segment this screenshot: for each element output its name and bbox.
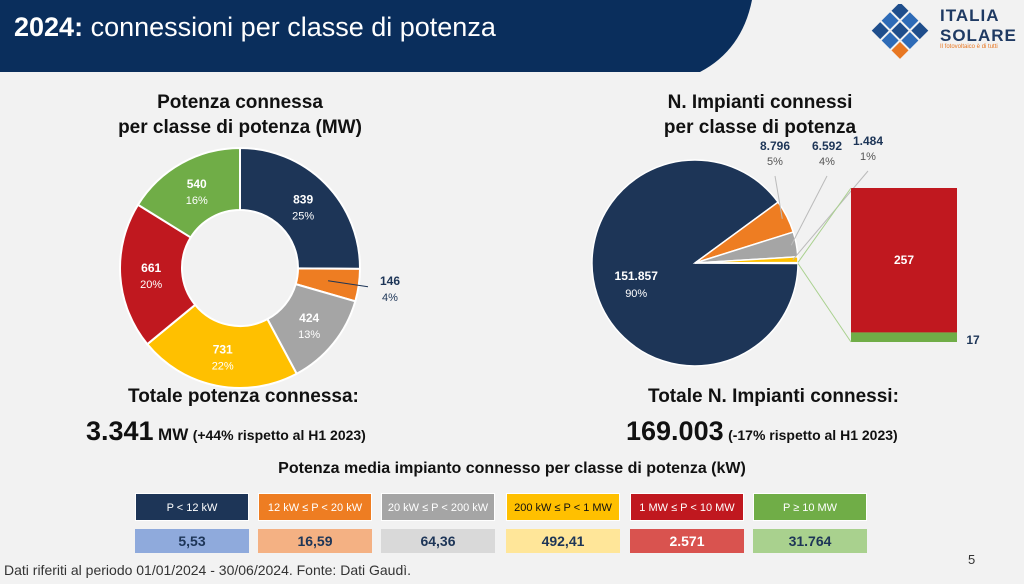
pie-percent-label-p-12-kw: 90% xyxy=(625,288,647,300)
donut-slice-p-10-mw xyxy=(136,146,241,239)
left-total-unit: MW xyxy=(158,425,189,444)
breakout-bar-p-10-mw xyxy=(851,332,957,342)
pie-value-label-p-12-kw: 151.857 xyxy=(615,269,659,283)
donut-value-label-20-kw-p-200-kw: 424 xyxy=(299,311,319,325)
logo-wordmark: ITALIA SOLARE xyxy=(940,6,1017,46)
italia-solare-logo xyxy=(871,4,929,59)
right-title-line2: per classe di potenza xyxy=(663,117,857,138)
avg-value-12-20kw: 16,59 xyxy=(258,529,372,553)
donut-slice-200-kw-p-1-mw xyxy=(145,303,299,389)
avg-value-p-lt-12kw: 5,53 xyxy=(135,529,249,553)
avg-value-p-ge-10mw: 31.764 xyxy=(753,529,867,553)
class-label-p-ge-10mw: P ≥ 10 MW xyxy=(753,493,867,521)
class-label-1-10mw: 1 MW ≤ P < 10 MW xyxy=(630,493,744,521)
right-total: 169.003 (-17% rispetto al H1 2023) xyxy=(626,416,898,447)
right-total-label: Totale N. Impianti connessi: xyxy=(648,386,899,407)
breakout-value-label-p-10-mw: 17 xyxy=(966,333,980,347)
avg-value-1-10mw: 2.571 xyxy=(630,529,744,553)
page-number: 5 xyxy=(968,552,976,567)
donut-percent-label-p-12-kw: 25% xyxy=(292,210,314,222)
header-background xyxy=(0,0,752,72)
logo-tagline: Il fotovoltaico è di tutti xyxy=(940,44,998,50)
left-title-line2: per classe di potenza (MW) xyxy=(118,117,362,138)
pie-percent-label-12-kw-p-20-kw: 5% xyxy=(767,156,783,168)
breakout-connector-bottom xyxy=(797,263,852,343)
charts-canvas: 839 25% 146 4% 424 13% 731 22% 661 20% 540 16% 151.8… xyxy=(119,134,980,389)
class-label-20-200kw: 20 kW ≤ P < 200 kW xyxy=(381,493,495,521)
donut-value-label-p-10-mw: 540 xyxy=(187,177,207,191)
pie-value-label-20-kw-p-200-kw: 6.592 xyxy=(812,139,842,153)
header-bar: 2024: connessioni per classe di potenza xyxy=(0,0,1024,78)
left-chart-title: Potenza connessa per classe di potenza (… xyxy=(90,90,390,140)
donut-percent-label-200-kw-p-1-mw: 22% xyxy=(212,360,234,372)
avg-value-20-200kw: 64,36 xyxy=(381,529,495,553)
page-title: 2024: connessioni per classe di potenza xyxy=(14,12,496,43)
footer-source-note: Dati riferiti al periodo 01/01/2024 - 30… xyxy=(4,562,412,578)
class-label-p-lt-12kw: P < 12 kW xyxy=(135,493,249,521)
left-total: 3.341 MW (+44% rispetto al H1 2023) xyxy=(86,416,366,447)
avg-power-title: Potenza media impianto connesso per clas… xyxy=(278,460,746,477)
right-total-value: 169.003 xyxy=(626,416,724,446)
donut-value-label-12-kw-p-20-kw: 146 xyxy=(380,274,400,288)
right-total-note: (-17% rispetto al H1 2023) xyxy=(728,427,898,443)
title-year: 2024: xyxy=(14,12,84,42)
class-label-200kw-1mw: 200 kW ≤ P < 1 MW xyxy=(506,493,620,521)
logo-line1: ITALIA xyxy=(940,6,1000,25)
class-label-12-20kw: 12 kW ≤ P < 20 kW xyxy=(258,493,372,521)
breakout-value-label-1-mw-p-10-mw: 257 xyxy=(894,253,914,267)
avg-value-200kw-1mw: 492,41 xyxy=(506,529,620,553)
donut-percent-label-12-kw-p-20-kw: 4% xyxy=(382,292,398,304)
donut-percent-label-1-mw-p-10-mw: 20% xyxy=(140,279,162,291)
pie-percent-label-20-kw-p-200-kw: 4% xyxy=(819,156,835,168)
pie-slice-breakout xyxy=(694,261,799,265)
pie-value-label-200-kw-p-1-mw: 1.484 xyxy=(853,134,883,148)
pie-leader-line xyxy=(792,170,869,261)
logo-line2: SOLARE xyxy=(940,26,1017,45)
donut-slice-1-mw-p-10-mw xyxy=(119,203,197,346)
left-total-note: (+44% rispetto al H1 2023) xyxy=(192,427,366,443)
donut-percent-label-p-10-mw: 16% xyxy=(186,195,208,207)
left-total-value: 3.341 xyxy=(86,416,154,446)
donut-slice-p-12-kw xyxy=(239,146,361,270)
donut-value-label-1-mw-p-10-mw: 661 xyxy=(141,261,161,275)
pie-leader-line xyxy=(774,175,783,219)
donut-leader-line xyxy=(328,280,369,288)
donut-percent-label-20-kw-p-200-kw: 13% xyxy=(298,329,320,341)
pie-percent-label-200-kw-p-1-mw: 1% xyxy=(860,151,876,163)
right-chart-title: N. Impianti connessi per classe di poten… xyxy=(610,90,910,140)
pie-leader-line xyxy=(790,175,828,246)
breakout-connector-top xyxy=(797,187,852,263)
left-title-line1: Potenza connessa xyxy=(157,92,323,113)
left-total-label: Totale potenza connessa: xyxy=(128,386,359,407)
breakout-bar-1-mw-p-10-mw xyxy=(851,188,957,333)
donut-value-label-200-kw-p-1-mw: 731 xyxy=(213,342,233,356)
donut-value-label-p-12-kw: 839 xyxy=(293,192,313,206)
title-text: connessioni per classe di potenza xyxy=(90,12,496,42)
right-title-line1: N. Impianti connessi xyxy=(667,92,853,113)
pie-value-label-12-kw-p-20-kw: 8.796 xyxy=(760,139,790,153)
